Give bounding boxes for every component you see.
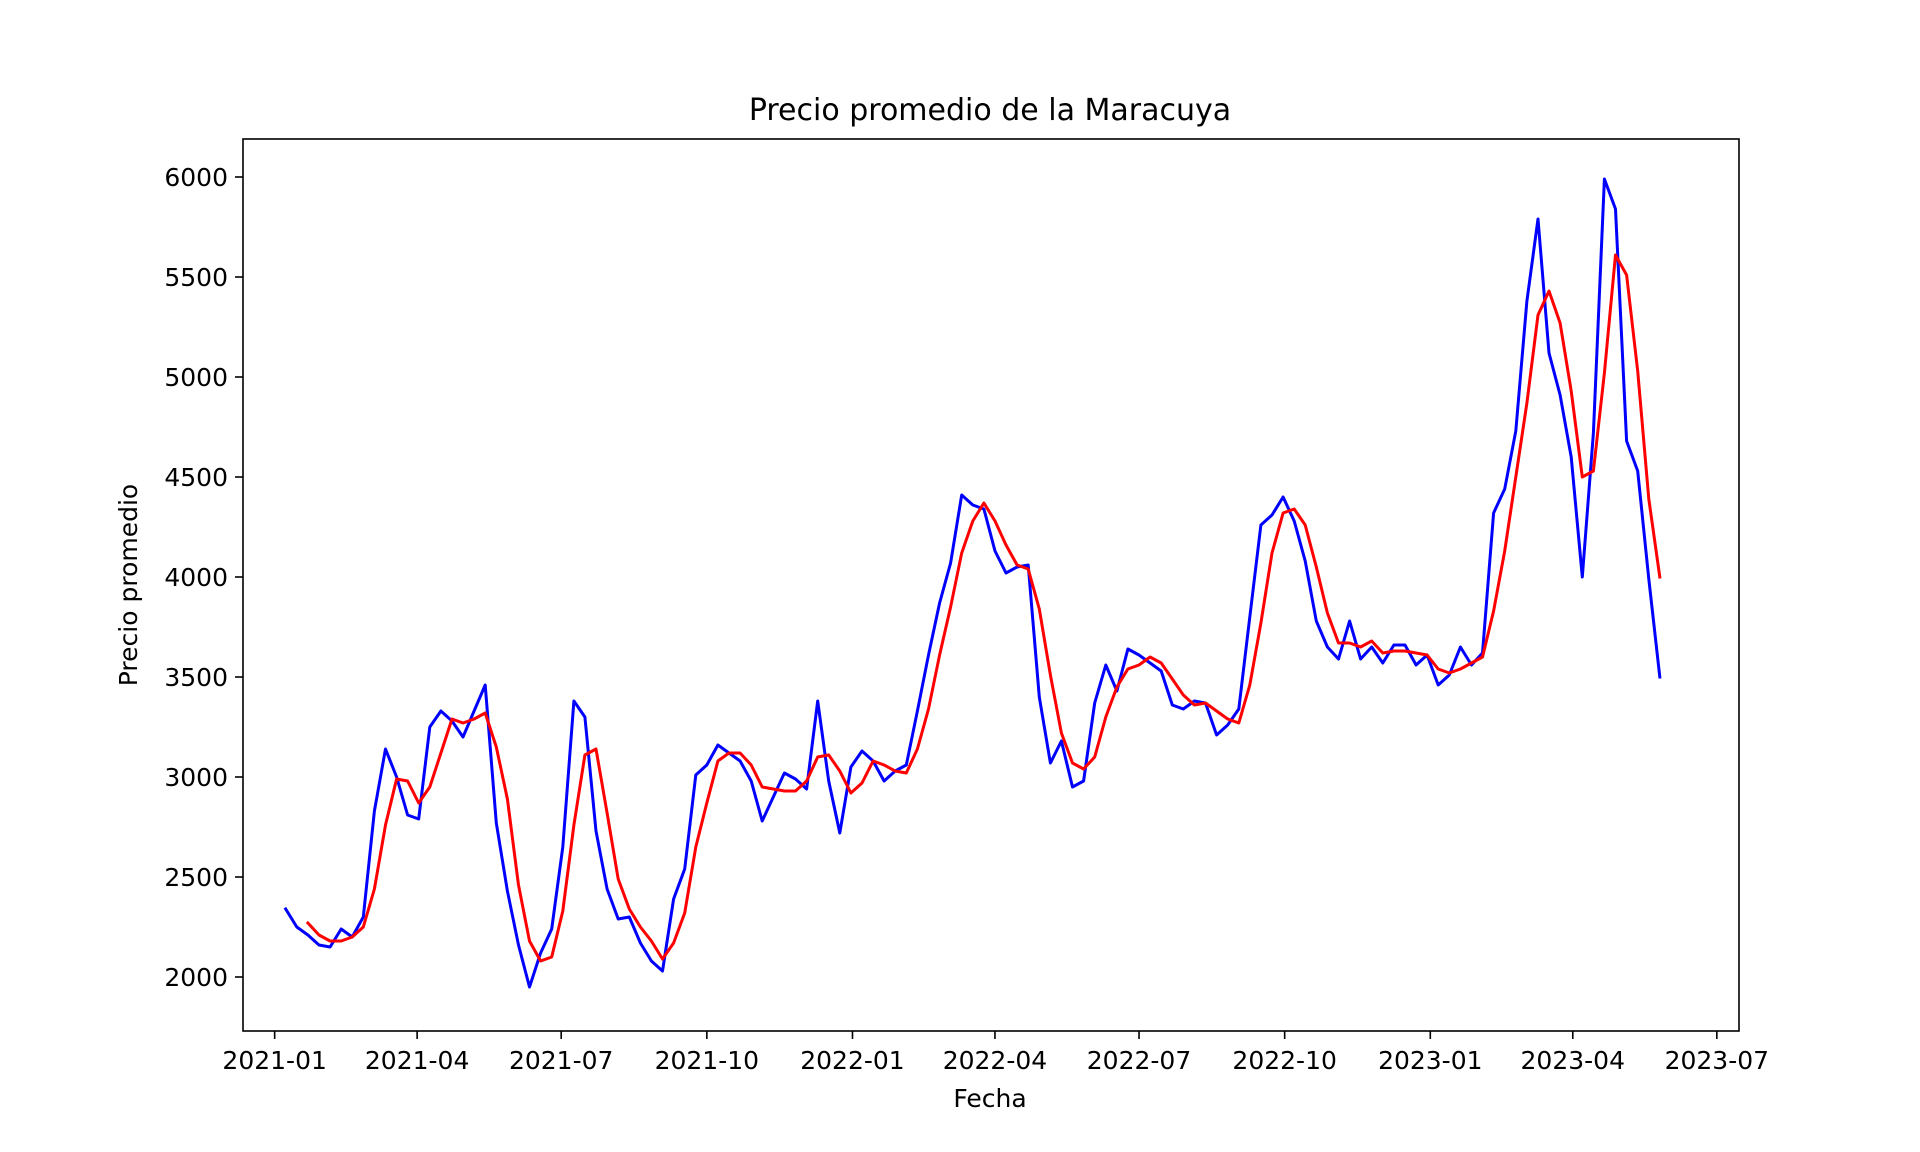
y-axis-label: Precio promedio (114, 484, 143, 686)
x-tick-label: 2022-10 (1232, 1046, 1336, 1075)
x-axis: 2021-01 2021-04 2021-07 2021-10 2022-01 2022-… (222, 1031, 1769, 1075)
series-line-1 (283, 177, 1662, 989)
x-axis-label: Fecha (953, 1084, 1026, 1113)
x-tick-label: 2021-04 (365, 1046, 469, 1075)
y-axis: 2000 2500 3000 3500 4000 4500 5000 5500 6000 (164, 163, 243, 992)
x-tick-label: 2022-04 (943, 1046, 1047, 1075)
x-tick-label: 2022-07 (1087, 1046, 1191, 1075)
y-tick-label: 3500 (164, 663, 228, 692)
y-tick-label: 4000 (164, 563, 228, 592)
x-tick-label: 2021-01 (222, 1046, 326, 1075)
y-tick-label: 4500 (164, 463, 228, 492)
y-tick-label: 2500 (164, 863, 228, 892)
series-layer (283, 177, 1662, 989)
x-tick-label: 2021-07 (509, 1046, 613, 1075)
y-tick-label: 2000 (164, 963, 228, 992)
y-tick-label: 3000 (164, 763, 228, 792)
plot-frame (242, 138, 1740, 1032)
y-tick-label: 5500 (164, 263, 228, 292)
series-line-2 (305, 253, 1662, 963)
x-tick-label: 2023-07 (1665, 1046, 1769, 1075)
chart-title: Precio promedio de la Maracuya (749, 93, 1231, 128)
x-tick-label: 2023-04 (1521, 1046, 1625, 1075)
x-tick-label: 2022-01 (800, 1046, 904, 1075)
x-tick-label: 2023-01 (1378, 1046, 1482, 1075)
y-tick-label: 5000 (164, 363, 228, 392)
y-tick-label: 6000 (164, 163, 228, 192)
x-tick-label: 2021-10 (655, 1046, 759, 1075)
